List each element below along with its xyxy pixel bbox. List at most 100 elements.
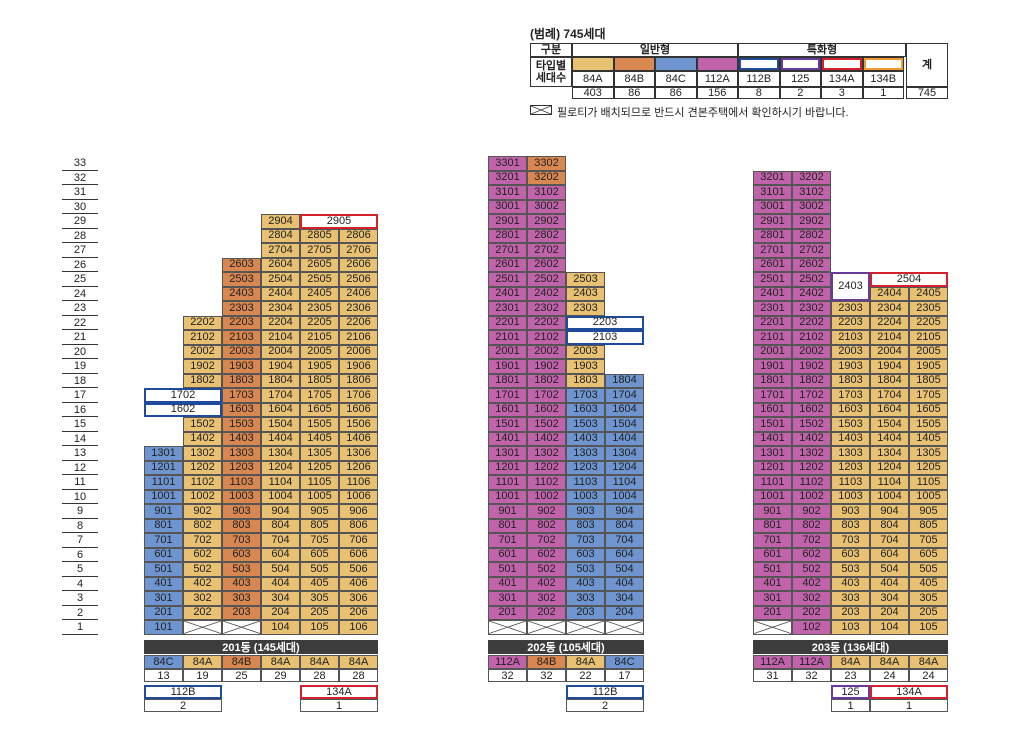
unit-cell[interactable]: 1402 — [183, 431, 222, 446]
unit-cell[interactable]: 1504 — [261, 417, 300, 432]
unit-cell[interactable]: 2601 — [753, 257, 792, 272]
unit-cell[interactable]: 2303 — [222, 301, 261, 316]
unit-cell[interactable]: 1005 — [909, 489, 948, 504]
unit-cell[interactable]: 1904 — [261, 359, 300, 374]
unit-cell[interactable]: 1702 — [792, 388, 831, 403]
unit-cell[interactable]: 1004 — [261, 489, 300, 504]
unit-cell[interactable]: 1303 — [831, 446, 870, 461]
unit-cell[interactable]: 1504 — [870, 417, 909, 432]
unit-cell[interactable]: 1703 — [831, 388, 870, 403]
unit-cell[interactable]: 205 — [300, 605, 339, 620]
special-unit-cell[interactable]: 2403 — [831, 272, 870, 301]
unit-cell[interactable]: 1105 — [300, 475, 339, 490]
unit-cell[interactable]: 1302 — [183, 446, 222, 461]
unit-cell[interactable]: 601 — [144, 547, 183, 562]
unit-cell[interactable]: 2403 — [566, 286, 605, 301]
unit-cell[interactable]: 1003 — [222, 489, 261, 504]
unit-cell[interactable]: 1704 — [605, 388, 644, 403]
unit-cell[interactable]: 2606 — [339, 257, 378, 272]
unit-cell[interactable]: 402 — [792, 576, 831, 591]
unit-cell[interactable]: 1605 — [909, 402, 948, 417]
unit-cell[interactable]: 2101 — [753, 330, 792, 345]
unit-cell[interactable]: 2501 — [753, 272, 792, 287]
unit-cell[interactable]: 2902 — [527, 214, 566, 229]
unit-cell[interactable]: 1401 — [753, 431, 792, 446]
unit-cell[interactable]: 2801 — [488, 228, 527, 243]
unit-cell[interactable]: 902 — [792, 504, 831, 519]
unit-cell[interactable]: 305 — [909, 591, 948, 606]
unit-cell[interactable]: 1202 — [792, 460, 831, 475]
unit-cell[interactable]: 2402 — [792, 286, 831, 301]
unit-cell[interactable]: 2704 — [261, 243, 300, 258]
unit-cell[interactable]: 801 — [488, 518, 527, 533]
unit-cell[interactable]: 203 — [566, 605, 605, 620]
unit-cell[interactable]: 1404 — [870, 431, 909, 446]
unit-cell[interactable]: 104 — [261, 620, 300, 635]
unit-cell[interactable]: 105 — [300, 620, 339, 635]
unit-cell[interactable]: 1803 — [831, 373, 870, 388]
unit-cell[interactable]: 2003 — [566, 344, 605, 359]
unit-cell[interactable]: 905 — [909, 504, 948, 519]
unit-cell[interactable]: 1003 — [566, 489, 605, 504]
unit-cell[interactable]: 2203 — [222, 315, 261, 330]
unit-cell[interactable]: 1704 — [261, 388, 300, 403]
unit-cell[interactable]: 1903 — [566, 359, 605, 374]
unit-cell[interactable]: 1104 — [605, 475, 644, 490]
unit-cell[interactable]: 2702 — [792, 243, 831, 258]
unit-cell[interactable]: 1505 — [300, 417, 339, 432]
unit-cell[interactable]: 1802 — [183, 373, 222, 388]
unit-cell[interactable]: 903 — [831, 504, 870, 519]
unit-cell[interactable]: 1702 — [527, 388, 566, 403]
unit-cell[interactable]: 1104 — [261, 475, 300, 490]
unit-cell[interactable]: 404 — [261, 576, 300, 591]
unit-cell[interactable]: 702 — [527, 533, 566, 548]
unit-cell[interactable]: 1205 — [300, 460, 339, 475]
unit-cell[interactable]: 1501 — [753, 417, 792, 432]
unit-cell[interactable]: 605 — [300, 547, 339, 562]
unit-cell[interactable]: 1301 — [753, 446, 792, 461]
unit-cell[interactable]: 1004 — [605, 489, 644, 504]
unit-cell[interactable]: 1001 — [488, 489, 527, 504]
unit-cell[interactable]: 1801 — [753, 373, 792, 388]
unit-cell[interactable]: 1803 — [566, 373, 605, 388]
unit-cell[interactable]: 1601 — [488, 402, 527, 417]
unit-cell[interactable]: 803 — [222, 518, 261, 533]
unit-cell[interactable]: 2602 — [527, 257, 566, 272]
unit-cell[interactable]: 1504 — [605, 417, 644, 432]
unit-cell[interactable]: 1901 — [753, 359, 792, 374]
unit-cell[interactable]: 2303 — [831, 301, 870, 316]
unit-cell[interactable]: 1302 — [527, 446, 566, 461]
unit-cell[interactable]: 1705 — [300, 388, 339, 403]
unit-cell[interactable]: 1701 — [488, 388, 527, 403]
unit-cell[interactable]: 2904 — [261, 214, 300, 229]
unit-cell[interactable]: 2301 — [753, 301, 792, 316]
unit-cell[interactable]: 1205 — [909, 460, 948, 475]
unit-cell[interactable]: 906 — [339, 504, 378, 519]
unit-cell[interactable]: 2502 — [527, 272, 566, 287]
unit-cell[interactable]: 903 — [222, 504, 261, 519]
unit-cell[interactable]: 2102 — [792, 330, 831, 345]
unit-cell[interactable]: 2202 — [527, 315, 566, 330]
unit-cell[interactable]: 2202 — [183, 315, 222, 330]
unit-cell[interactable]: 2506 — [339, 272, 378, 287]
unit-cell[interactable]: 2503 — [222, 272, 261, 287]
unit-cell[interactable]: 2605 — [300, 257, 339, 272]
unit-cell[interactable]: 102 — [792, 620, 831, 635]
unit-cell[interactable]: 2902 — [792, 214, 831, 229]
unit-cell[interactable]: 403 — [831, 576, 870, 591]
unit-cell[interactable]: 2802 — [527, 228, 566, 243]
unit-cell[interactable]: 603 — [566, 547, 605, 562]
special-unit-cell[interactable]: 2905 — [300, 214, 378, 229]
unit-cell[interactable]: 1104 — [870, 475, 909, 490]
unit-cell[interactable]: 905 — [300, 504, 339, 519]
unit-cell[interactable]: 2106 — [339, 330, 378, 345]
unit-cell[interactable]: 1603 — [222, 402, 261, 417]
unit-cell[interactable]: 3201 — [753, 170, 792, 185]
unit-cell[interactable]: 701 — [488, 533, 527, 548]
unit-cell[interactable]: 2104 — [261, 330, 300, 345]
unit-cell[interactable]: 2005 — [909, 344, 948, 359]
unit-cell[interactable]: 1905 — [300, 359, 339, 374]
unit-cell[interactable]: 3301 — [488, 156, 527, 171]
unit-cell[interactable]: 3202 — [792, 170, 831, 185]
unit-cell[interactable]: 301 — [753, 591, 792, 606]
